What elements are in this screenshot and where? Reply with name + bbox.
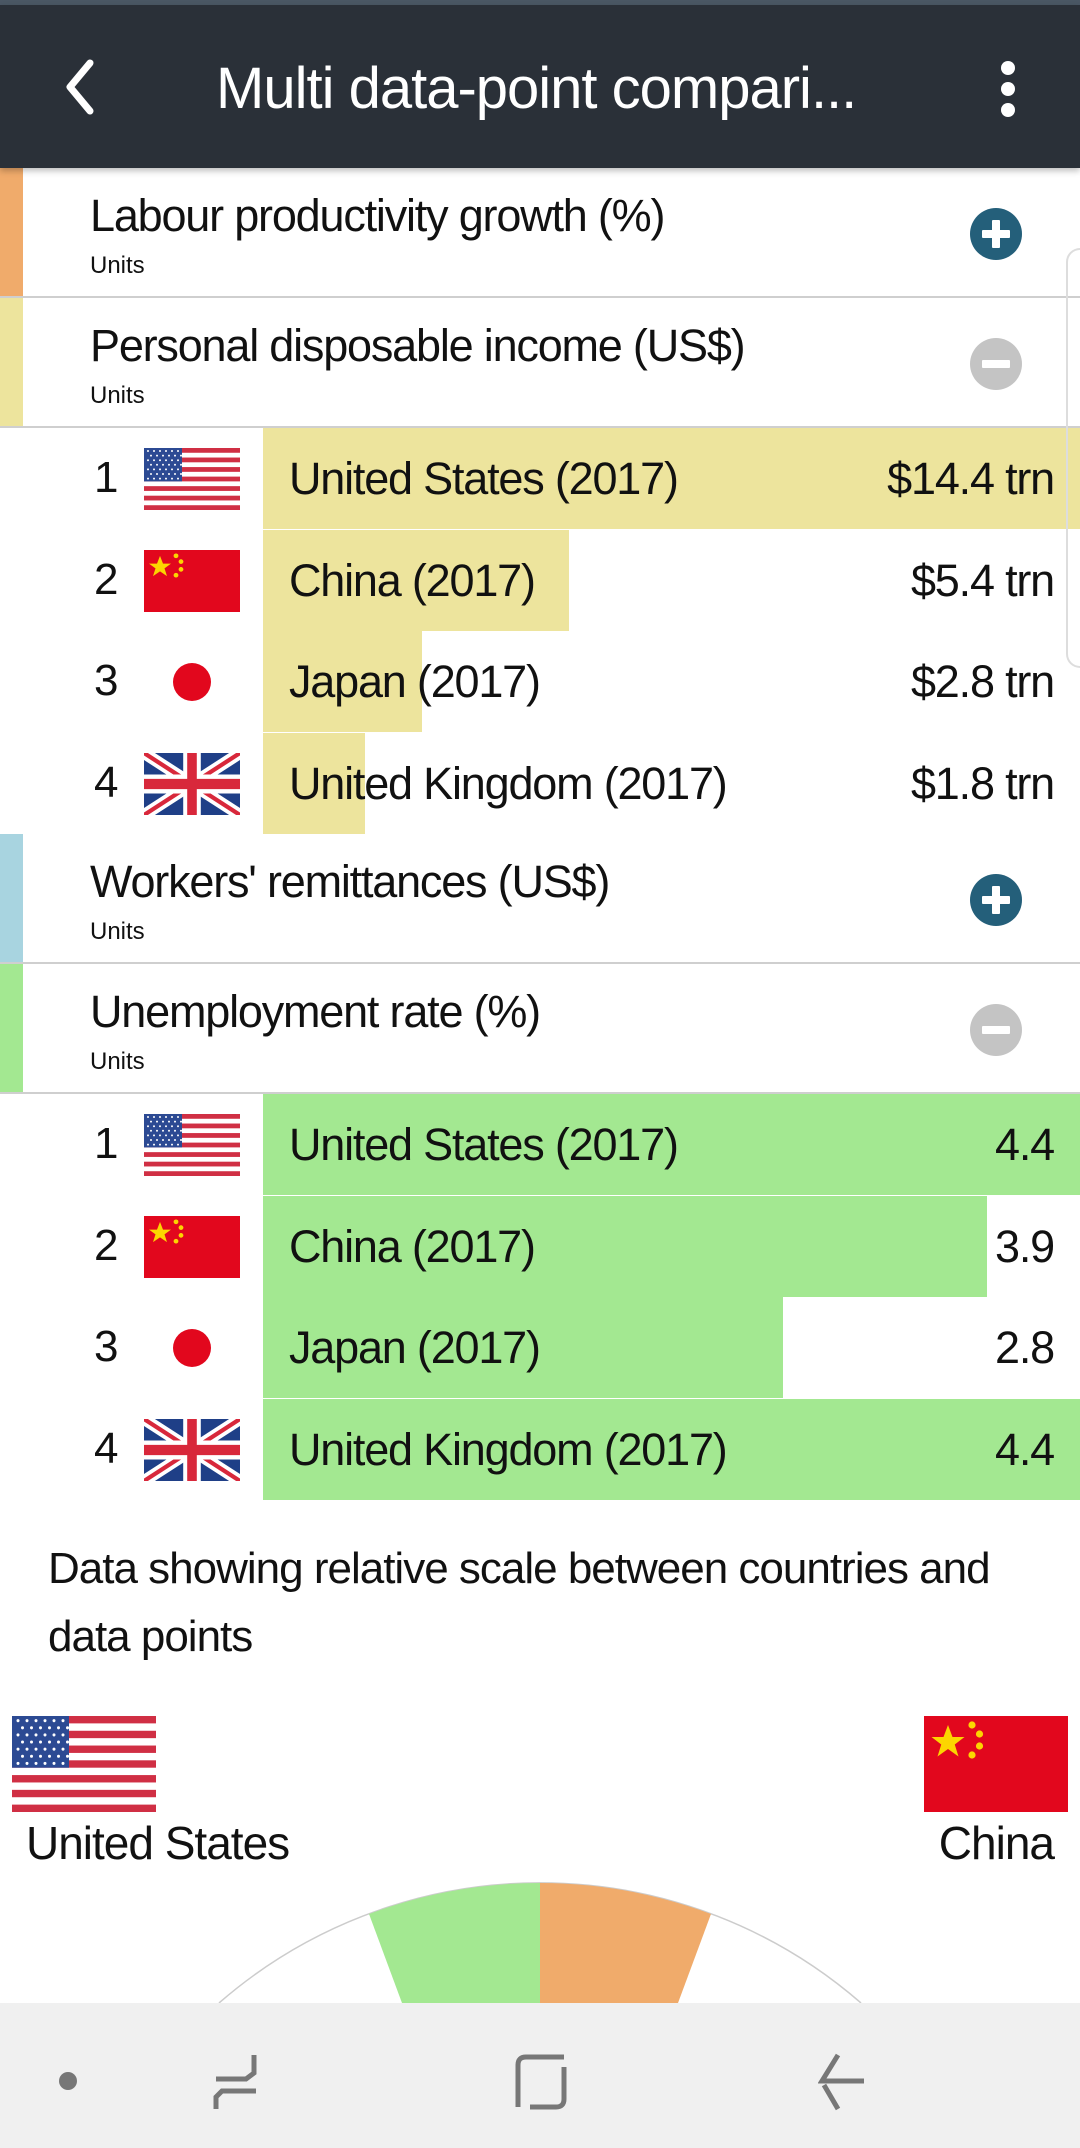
rank-number: 4 [94,757,119,807]
gauge-outline-arc [218,1882,862,2003]
recent-apps-icon[interactable] [210,2053,260,2111]
value-bar [263,732,366,834]
app-bar: Multi data-point compari... [0,5,1080,168]
flag-us-icon [144,1114,240,1177]
data-value: $5.4 trn [910,554,1055,606]
gauge-segment-left [369,1883,540,2003]
collapse-minus-icon[interactable] [970,1004,1022,1056]
data-value: 3.9 [995,1220,1055,1272]
section-title: Unemployment rate (%) [90,986,541,1037]
data-value: 2.8 [995,1322,1055,1373]
country-name: China (2017) [289,554,536,606]
system-nav-bar [0,2003,1080,2148]
section-3[interactable]: Unemployment rate (%) Units [0,964,1080,1094]
flag-us-icon [144,448,240,511]
flag-cn-icon [144,1215,240,1278]
country-name: United Kingdom (2017) [289,757,728,809]
data-value: 4.4 [995,1423,1055,1475]
expand-plus-icon[interactable] [970,874,1022,926]
chart-caption: Data showing relative scale between coun… [48,1544,991,1661]
scroll-indicator[interactable] [1066,248,1080,668]
section-title: Labour productivity growth (%) [90,190,665,241]
section-color-strip [0,298,23,426]
data-value: $14.4 trn [887,453,1055,504]
value-bar [263,529,570,631]
flag-cn-icon [144,549,240,612]
section-color-strip [0,834,23,962]
section-units: Units [90,382,145,409]
value-bar [263,1094,1080,1195]
flag-united-states [12,1716,156,1813]
table-row[interactable]: 3 Japan (2017) $2.8 trn [0,631,1080,732]
table-row[interactable]: 4 United Kingdom (2017) 4.4 [0,1398,1080,1500]
section-1[interactable]: Personal disposable income (US$) Units [0,298,1080,428]
rank-number: 2 [94,554,119,604]
section-color-strip [0,964,23,1092]
value-bar [263,1398,1080,1500]
country-name: United States (2017) [289,1119,679,1170]
rank-number: 1 [94,1119,119,1168]
relative-scale-gauge [218,1882,862,2003]
flag-uk-icon [141,747,243,820]
data-value: $2.8 trn [910,656,1055,707]
table-row[interactable]: 1 United States (2017) 4.4 [0,1094,1080,1195]
compare-right-label: China [938,1817,1055,1869]
flag-uk-icon [141,1413,243,1486]
country-name: United States (2017) [289,453,679,504]
rank-number: 3 [94,656,119,705]
rank-number: 4 [94,1423,119,1473]
table-row[interactable]: 2 China (2017) $5.4 trn [0,529,1080,631]
section-2[interactable]: Workers' remittances (US$) Units [0,834,1080,964]
rank-number: 2 [94,1220,119,1270]
section-color-strip [0,168,23,296]
collapse-minus-icon[interactable] [970,338,1022,390]
section-units: Units [90,1048,145,1075]
home-icon[interactable] [514,2053,568,2111]
section-0[interactable]: Labour productivity growth (%) Units [0,168,1080,298]
data-value: $1.8 trn [910,757,1055,809]
section-units: Units [90,918,145,945]
table-row[interactable]: 2 China (2017) 3.9 [0,1195,1080,1297]
section-units: Units [90,252,145,279]
back-nav-icon[interactable] [818,2053,868,2111]
country-name: Japan (2017) [289,1322,541,1373]
value-bar [263,1297,783,1398]
nav-dot-icon[interactable] [58,2071,78,2091]
country-name: Japan (2017) [289,656,541,707]
country-name: United Kingdom (2017) [289,1423,728,1475]
value-bar [263,631,422,732]
expand-plus-icon[interactable] [970,208,1022,260]
gauge-segment-right [540,1883,711,2003]
section-title: Personal disposable income (US$) [90,320,746,371]
table-row[interactable]: 4 United Kingdom (2017) $1.8 trn [0,732,1080,834]
value-bar [263,428,1080,529]
table-row[interactable]: 1 United States (2017) $14.4 trn [0,428,1080,529]
back-arrow-icon[interactable] [58,57,108,117]
rank-number: 3 [94,1322,119,1371]
status-strip [0,0,1080,5]
flag-jp-icon [144,651,240,713]
compare-left-label: United States [26,1817,290,1869]
data-value: 4.4 [995,1119,1055,1170]
rank-number: 1 [94,453,119,502]
table-row[interactable]: 3 Japan (2017) 2.8 [0,1297,1080,1398]
value-bar [263,1195,988,1297]
flag-china [924,1716,1068,1812]
country-name: China (2017) [289,1220,536,1272]
flag-jp-icon [144,1317,240,1379]
more-options-icon[interactable] [996,61,1020,117]
page-title: Multi data-point compari... [216,56,857,121]
section-title: Workers' remittances (US$) [90,856,610,907]
